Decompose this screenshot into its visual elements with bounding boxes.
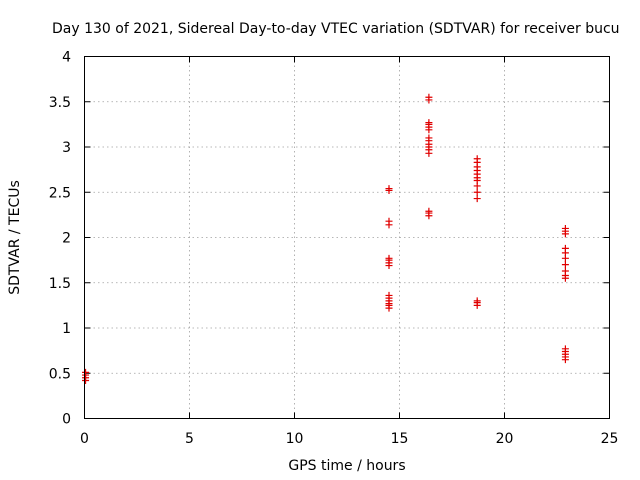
data-point [82, 368, 90, 376]
data-point [473, 155, 481, 163]
y-tick-label: 3.5 [49, 95, 71, 111]
data-point [473, 195, 481, 203]
x-tick-label: 25 [601, 431, 619, 447]
y-tick-label: 1 [62, 321, 71, 337]
data-point [561, 224, 569, 232]
data-point [385, 217, 393, 225]
y-tick-label: 3 [62, 140, 71, 156]
y-tick-label: 2 [62, 231, 71, 247]
x-tick-label: 15 [391, 431, 409, 447]
x-tick-label: 10 [286, 431, 304, 447]
data-point [385, 291, 393, 299]
x-tick-label: 0 [80, 431, 89, 447]
y-axis-title: SDTVAR / TECUs [7, 180, 23, 295]
data-point [425, 119, 433, 127]
plot-frame [84, 56, 610, 419]
chart-title: Day 130 of 2021, Sidereal Day-to-day VTE… [52, 21, 620, 37]
data-point [561, 345, 569, 353]
y-tick-label: 2.5 [49, 185, 71, 201]
x-tick-label: 20 [496, 431, 514, 447]
data-point [561, 261, 569, 269]
data-point [425, 134, 433, 142]
data-points [82, 93, 569, 384]
x-axis-title: GPS time / hours [288, 458, 405, 474]
x-tick-label: 5 [185, 431, 194, 447]
data-point [425, 207, 433, 215]
y-tick-label: 1.5 [49, 276, 71, 292]
data-point [561, 244, 569, 252]
y-tick-label: 0.5 [49, 366, 71, 382]
data-point [561, 267, 569, 275]
y-tick-label: 4 [62, 50, 71, 66]
data-point [385, 185, 393, 193]
data-point [425, 93, 433, 101]
y-tick-label: 0 [62, 412, 71, 428]
tick-labels: 0 5 10 15 20 25 0 0.5 1 1.5 2 2.5 3 3.5 4 [49, 50, 619, 448]
data-point [473, 297, 481, 305]
grid-lines [84, 56, 610, 419]
data-point [473, 188, 481, 196]
data-point [385, 254, 393, 262]
